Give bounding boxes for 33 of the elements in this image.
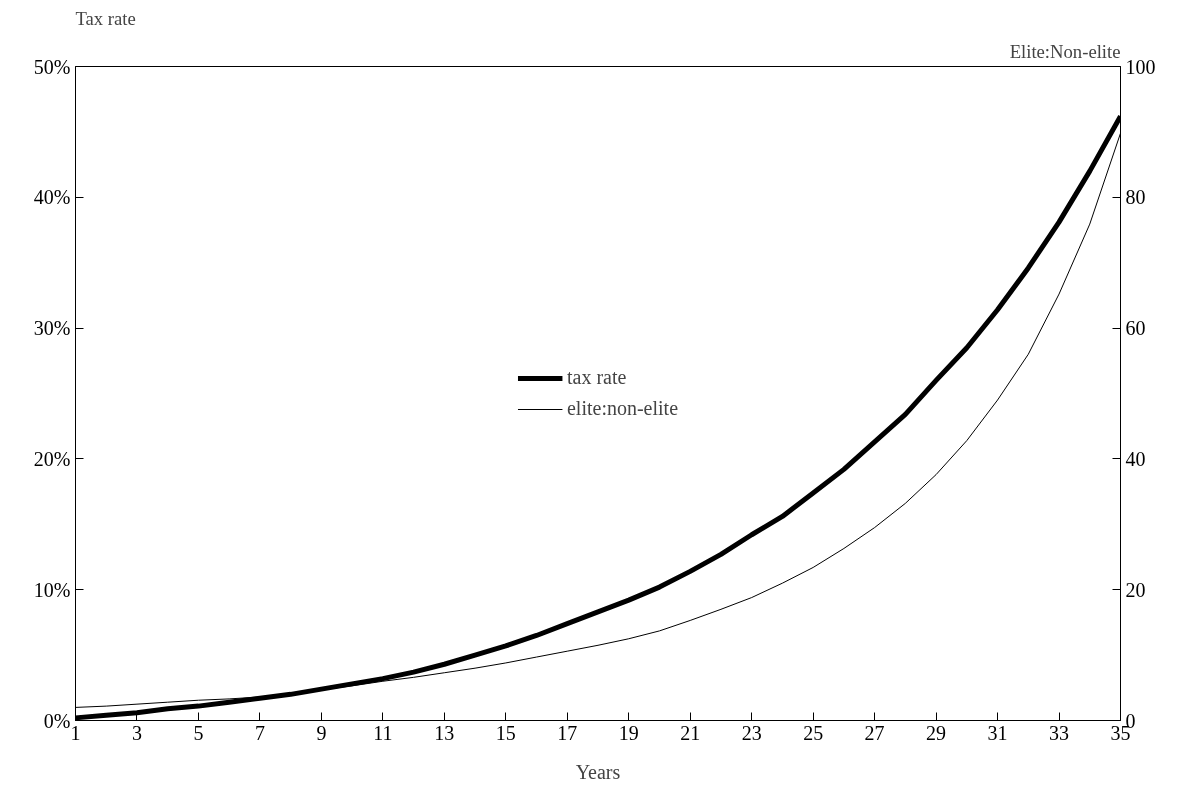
y-tick-label: 30% bbox=[33, 317, 71, 340]
x-axis-title: Years bbox=[575, 760, 621, 783]
y2-axis-title: Elite:Non-elite bbox=[1009, 40, 1121, 62]
x-tick-label: 11 bbox=[373, 721, 393, 744]
y2-tick-label: 100 bbox=[1125, 55, 1156, 78]
legend-label: tax rate bbox=[566, 366, 627, 389]
x-tick-label: 25 bbox=[803, 721, 824, 744]
y-tick-label: 10% bbox=[33, 578, 71, 601]
x-tick-label: 13 bbox=[434, 721, 455, 744]
y2-tick-label: 60 bbox=[1125, 317, 1146, 340]
x-tick-label: 5 bbox=[193, 721, 204, 744]
x-tick-label: 7 bbox=[254, 721, 265, 744]
x-tick-label: 17 bbox=[557, 721, 578, 744]
y-axis-title: Tax rate bbox=[75, 7, 136, 29]
y-tick-label: 20% bbox=[33, 447, 71, 470]
y2-tick-label: 40 bbox=[1125, 447, 1146, 470]
x-tick-label: 31 bbox=[987, 721, 1008, 744]
x-tick-label: 1 bbox=[70, 721, 81, 744]
y-tick-label: 40% bbox=[33, 186, 71, 209]
x-tick-label: 19 bbox=[618, 721, 639, 744]
y2-tick-label: 20 bbox=[1125, 578, 1146, 601]
x-tick-label: 29 bbox=[926, 721, 947, 744]
x-tick-label: 15 bbox=[495, 721, 516, 744]
x-tick-label: 3 bbox=[131, 721, 142, 744]
x-tick-label: 23 bbox=[741, 721, 762, 744]
legend-label: elite:non-elite bbox=[566, 397, 679, 420]
y-tick-label: 50% bbox=[33, 55, 71, 78]
x-tick-label: 9 bbox=[316, 721, 327, 744]
x-tick-label: 21 bbox=[680, 721, 701, 744]
x-tick-label: 27 bbox=[864, 721, 885, 744]
y2-tick-label: 80 bbox=[1125, 186, 1146, 209]
y-tick-label: 0% bbox=[43, 709, 71, 732]
x-tick-label: 33 bbox=[1049, 721, 1070, 744]
